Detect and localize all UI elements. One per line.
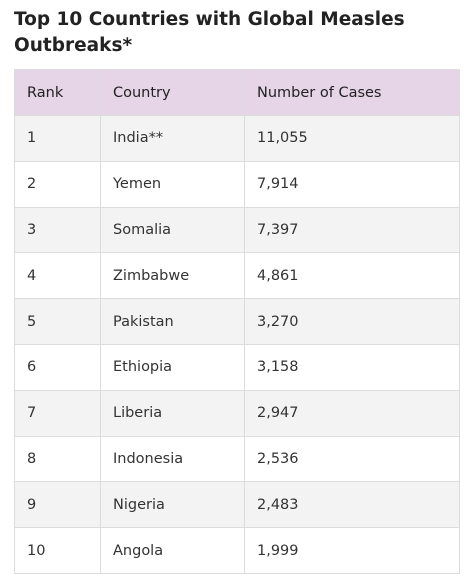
table-row: 4 Zimbabwe 4,861 (14, 252, 460, 300)
country-cell: Angola (100, 527, 245, 574)
header-number-of-cases: Number of Cases (244, 69, 460, 116)
table-row: 2 Yemen 7,914 (14, 160, 460, 208)
cases-cell: 3,158 (244, 343, 460, 391)
rank-cell: 3 (14, 206, 101, 254)
table-row: 5 Pakistan 3,270 (14, 298, 460, 345)
cases-cell: 4,861 (244, 252, 460, 300)
header-rank: Rank (14, 69, 101, 116)
measles-table: Rank Country Number of Cases 1 India** 1… (14, 69, 460, 574)
cases-cell: 1,999 (244, 527, 460, 574)
cases-cell: 2,536 (244, 435, 460, 483)
rank-cell: 2 (14, 160, 101, 208)
table-row: 7 Liberia 2,947 (14, 389, 460, 437)
rank-cell: 10 (14, 527, 101, 574)
table-row: 10 Angola 1,999 (14, 527, 460, 574)
cases-cell: 2,483 (244, 481, 460, 529)
rank-cell: 5 (14, 298, 101, 345)
table-row: 8 Indonesia 2,536 (14, 435, 460, 483)
cases-cell: 2,947 (244, 389, 460, 437)
country-cell: Zimbabwe (100, 252, 245, 300)
page-title: Top 10 Countries with Global Measles Out… (14, 9, 405, 56)
rank-cell: 8 (14, 435, 101, 483)
table-header-row: Rank Country Number of Cases (14, 69, 460, 116)
rank-cell: 1 (14, 115, 101, 162)
rank-cell: 4 (14, 252, 101, 300)
cases-cell: 7,397 (244, 206, 460, 254)
country-cell: Yemen (100, 160, 245, 208)
cases-cell: 11,055 (244, 115, 460, 162)
table-row: 9 Nigeria 2,483 (14, 481, 460, 529)
cases-cell: 3,270 (244, 298, 460, 345)
table-row: 6 Ethiopia 3,158 (14, 343, 460, 391)
country-cell: Nigeria (100, 481, 245, 529)
country-cell: Somalia (100, 206, 245, 254)
country-cell: Indonesia (100, 435, 245, 483)
country-cell: Ethiopia (100, 343, 245, 391)
rank-cell: 6 (14, 343, 101, 391)
table-row: 1 India** 11,055 (14, 115, 460, 162)
country-cell: Pakistan (100, 298, 245, 345)
country-cell: Liberia (100, 389, 245, 437)
header-country: Country (100, 69, 245, 116)
table-row: 3 Somalia 7,397 (14, 206, 460, 254)
cases-cell: 7,914 (244, 160, 460, 208)
rank-cell: 7 (14, 389, 101, 437)
rank-cell: 9 (14, 481, 101, 529)
country-cell: India** (100, 115, 245, 162)
